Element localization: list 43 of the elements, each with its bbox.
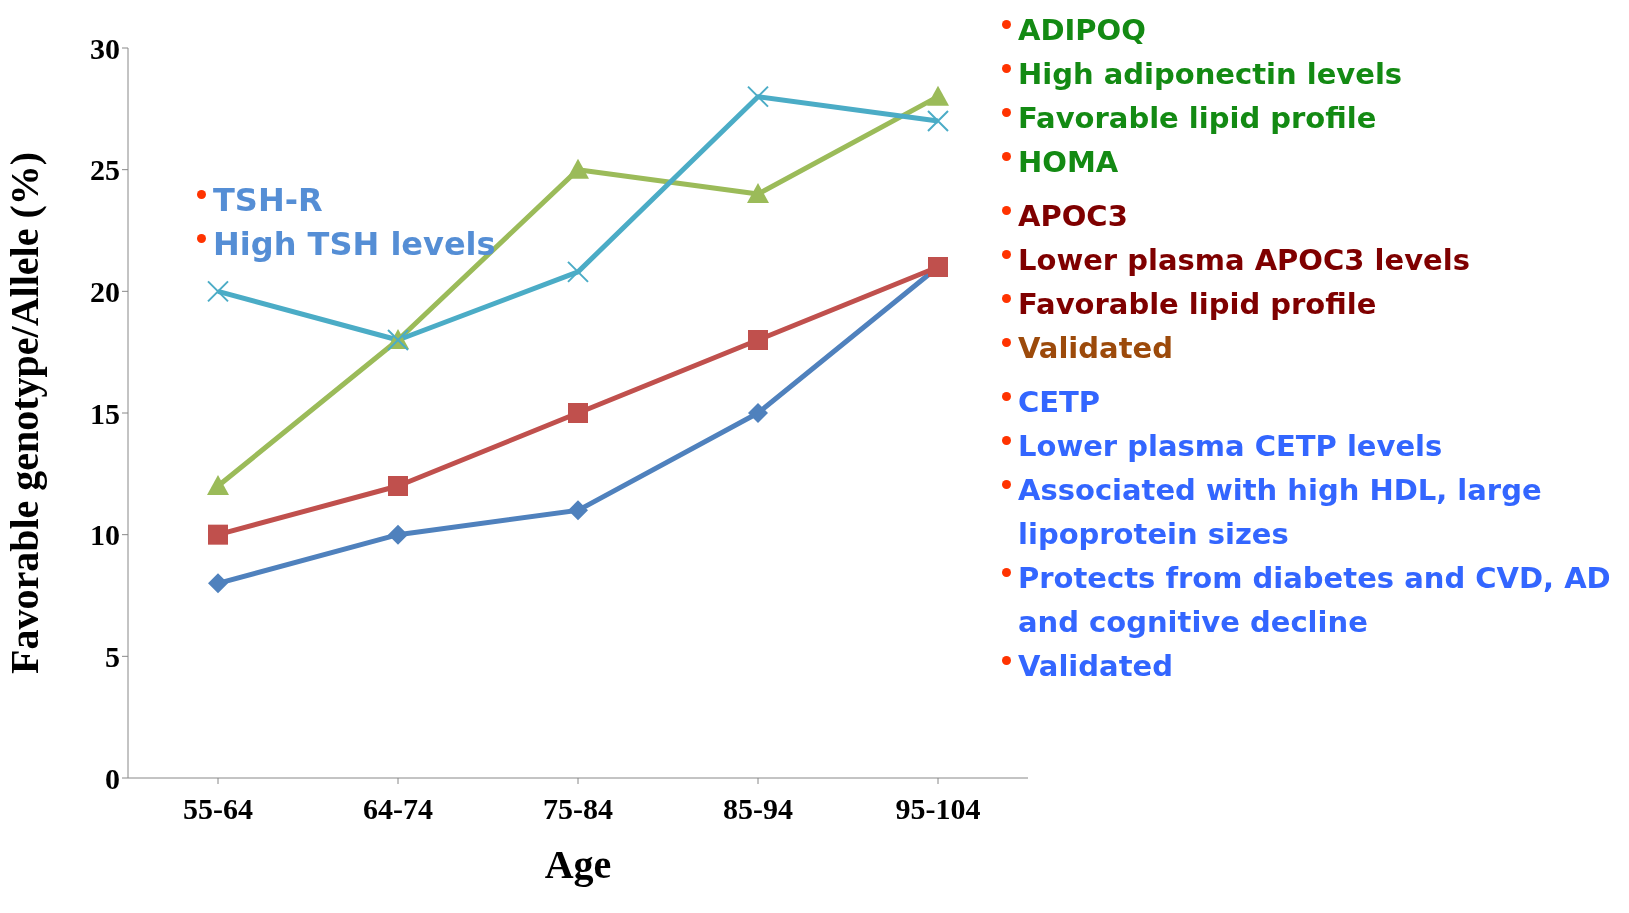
point xyxy=(207,475,229,495)
annotation: High adiponectin levels xyxy=(1018,57,1403,91)
x-tick-label: 55-64 xyxy=(183,792,253,826)
annotation: TSH-R xyxy=(213,181,323,219)
point xyxy=(388,524,408,545)
annotation: Validated xyxy=(1018,331,1173,365)
point xyxy=(208,524,228,545)
point xyxy=(568,500,588,521)
point xyxy=(747,183,769,203)
annotation: CETP xyxy=(1018,385,1101,419)
point xyxy=(748,330,768,350)
y-tick-label: 10 xyxy=(90,518,120,552)
point xyxy=(567,158,589,179)
x-tick-label: 95-104 xyxy=(895,792,981,826)
y-tick-label: 30 xyxy=(90,31,120,65)
point xyxy=(927,110,949,132)
point xyxy=(208,573,228,594)
x-axis-title: Age xyxy=(544,842,612,887)
y-tick-label: 25 xyxy=(90,153,120,187)
x-tick-label: 75-84 xyxy=(543,792,613,826)
annotation: High TSH levels xyxy=(213,225,496,263)
annotation: Lower plasma CETP levels xyxy=(1018,429,1443,463)
annotation: Associated with high HDL, large lipoprotein sizes xyxy=(1018,473,1542,551)
annotation: Favorable lipid profile xyxy=(1018,101,1377,135)
y-tick-label: 5 xyxy=(105,639,120,673)
annotation: Favorable lipid profile xyxy=(1018,287,1377,321)
point xyxy=(927,85,949,106)
point xyxy=(388,476,408,496)
y-tick-label: 20 xyxy=(90,274,120,308)
y-axis-title: Favorable genotype/Allele (%) xyxy=(2,151,48,675)
x-tick-label: 85-94 xyxy=(723,792,793,826)
annotation: Validated xyxy=(1018,649,1173,683)
point xyxy=(207,280,229,303)
annotation: Lower plasma APOC3 levels xyxy=(1018,243,1470,277)
annotation: Protects from diabetes and CVD, AD and cognitive decline xyxy=(1018,561,1611,639)
annotation: HOMA xyxy=(1018,145,1119,179)
y-tick-label: 0 xyxy=(105,761,120,795)
y-tick-label: 15 xyxy=(90,396,120,430)
point xyxy=(568,403,588,423)
text: ADIPOQ xyxy=(1018,13,1146,47)
annotation: APOC3 xyxy=(1018,199,1128,233)
x-tick-label: 64-74 xyxy=(363,792,433,826)
point xyxy=(748,403,768,423)
